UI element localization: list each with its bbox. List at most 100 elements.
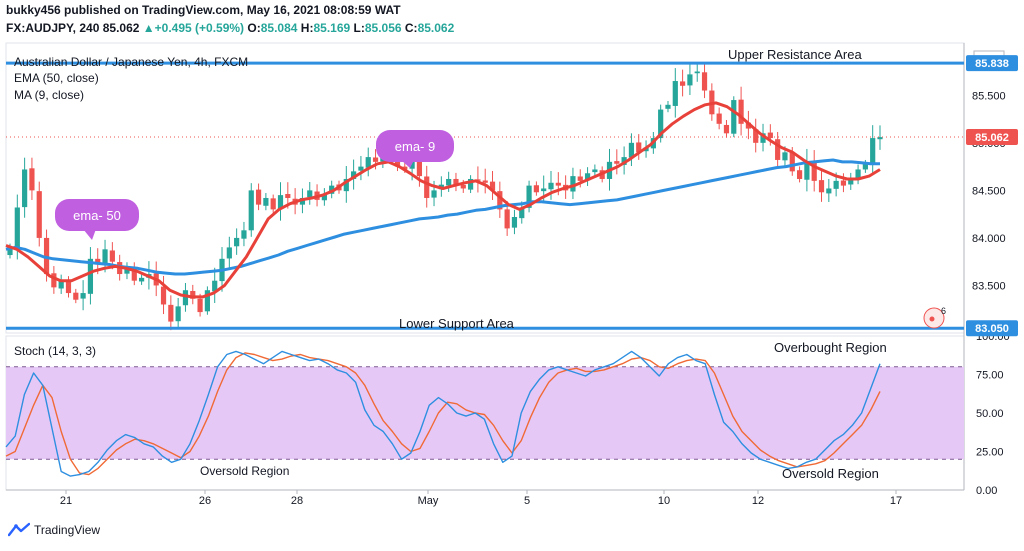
stoch-band: [6, 366, 964, 460]
candle-body: [168, 304, 174, 322]
candle-body: [73, 292, 79, 300]
stoch-tick-label: 25.00: [976, 447, 1004, 459]
candle-body: [14, 207, 20, 248]
high-value: 85.169: [313, 21, 351, 35]
candles-layer: [7, 62, 883, 331]
candle-body: [36, 191, 42, 238]
price-tick-label: 84.000: [972, 233, 1006, 245]
chart-canvas[interactable]: 83.50084.00084.50085.00085.5000.0025.005…: [0, 0, 1024, 520]
candle-body: [175, 306, 181, 322]
candle-body: [7, 247, 13, 256]
price-badge-label: 85.838: [975, 58, 1009, 70]
candle-body: [628, 142, 635, 158]
ema9-callout-text: ema- 9: [395, 139, 435, 154]
oversold-label-right: Oversold Region: [782, 466, 879, 481]
x-tick-label: 12: [752, 495, 764, 507]
candle-body: [555, 182, 561, 186]
price-badge: [966, 320, 1018, 337]
candle-body: [482, 180, 488, 183]
candle-body: [248, 190, 254, 231]
candle-body: [307, 190, 313, 198]
ema-indicator-label: EMA (50, close): [14, 71, 99, 85]
candle-body: [467, 178, 474, 190]
ema50-callout-pointer: [83, 229, 96, 240]
candle-body: [351, 171, 357, 179]
up-triangle-icon: ▲: [142, 21, 155, 35]
candle-body: [789, 151, 795, 172]
candle-body: [519, 207, 525, 219]
footer-brand[interactable]: TradingView: [8, 522, 100, 538]
candle-body: [738, 99, 744, 124]
price-badge: [966, 55, 1018, 72]
candle-body: [796, 170, 803, 179]
overbought-label: Overbought Region: [774, 340, 887, 355]
candle-body: [365, 157, 371, 168]
x-tick-label: May: [418, 495, 439, 507]
candle-body: [687, 74, 693, 86]
indicator-lines-layer: [5, 101, 881, 477]
candle-body: [541, 188, 547, 192]
stoch-title: Stoch (14, 3, 3): [14, 344, 96, 358]
candle-body: [526, 185, 532, 208]
candle-body: [636, 142, 642, 153]
support-label: Lower Support Area: [399, 316, 515, 331]
candle-body: [621, 157, 627, 165]
ema50-callout-text: ema- 50: [73, 208, 121, 223]
candle-body: [65, 281, 72, 294]
candle-body: [124, 268, 130, 274]
candle-body: [226, 247, 232, 259]
open-label: O:: [247, 21, 261, 35]
candle-body: [592, 169, 598, 173]
last-price: 85.062: [102, 21, 140, 35]
candle-body: [665, 104, 671, 109]
candle-body: [80, 293, 86, 299]
symbol-ohlc-line: FX:AUDJPY, 240 85.062 ▲+0.495 (+0.59%) O…: [6, 21, 454, 35]
stoch-band-layer: [6, 366, 964, 460]
candle-body: [190, 290, 196, 299]
tradingview-logo-icon: [8, 522, 30, 537]
oversold-label-left: Oversold Region: [200, 464, 289, 478]
price-badge-label: 83.050: [975, 323, 1009, 335]
candle-body: [504, 209, 510, 229]
candle-body: [804, 161, 810, 180]
candle-body: [138, 277, 145, 282]
x-tick-label: 21: [60, 495, 72, 507]
brand-label: TradingView: [34, 523, 101, 537]
candle-body: [109, 250, 115, 262]
candle-body: [731, 100, 737, 134]
candle-body: [533, 185, 539, 193]
candle-body: [394, 157, 401, 167]
ema9-callout-bubble: [376, 130, 454, 162]
candle-body: [489, 181, 496, 191]
candle-body: [833, 180, 839, 189]
candle-body: [548, 182, 554, 190]
candle-body: [372, 157, 379, 162]
candle-body: [570, 176, 576, 192]
levels-layer: [6, 61, 964, 330]
price-change: +0.495 (+0.59%): [154, 21, 245, 35]
price-badge: [966, 128, 1018, 145]
axes-layer: 83.50084.00084.50085.00085.5000.0025.005…: [60, 90, 1010, 507]
candle-body: [460, 184, 466, 189]
candle-body: [782, 152, 788, 161]
candle-body: [848, 178, 854, 185]
price-tick-label: 85.500: [972, 90, 1006, 102]
candle-body: [760, 133, 766, 143]
ma9-line: [5, 101, 881, 299]
publisher-line: bukky456 published on TradingView.com, M…: [6, 3, 401, 17]
candle-body: [424, 176, 430, 198]
x-tick-label: 5: [524, 495, 530, 507]
symbol-label: FX:AUDJPY, 240: [6, 21, 100, 35]
candle-body: [511, 217, 518, 228]
candle-body: [321, 194, 327, 201]
candle-body: [255, 189, 262, 205]
ema50-callout-bubble: [55, 199, 139, 231]
x-tick-label: 17: [890, 495, 902, 507]
candle-body: [826, 188, 832, 194]
candle-body: [277, 195, 284, 210]
ema50-line: [5, 158, 880, 276]
close-label: C:: [404, 21, 418, 35]
candle-body: [694, 71, 700, 74]
candle-body: [299, 197, 306, 205]
candle-body: [204, 290, 210, 312]
